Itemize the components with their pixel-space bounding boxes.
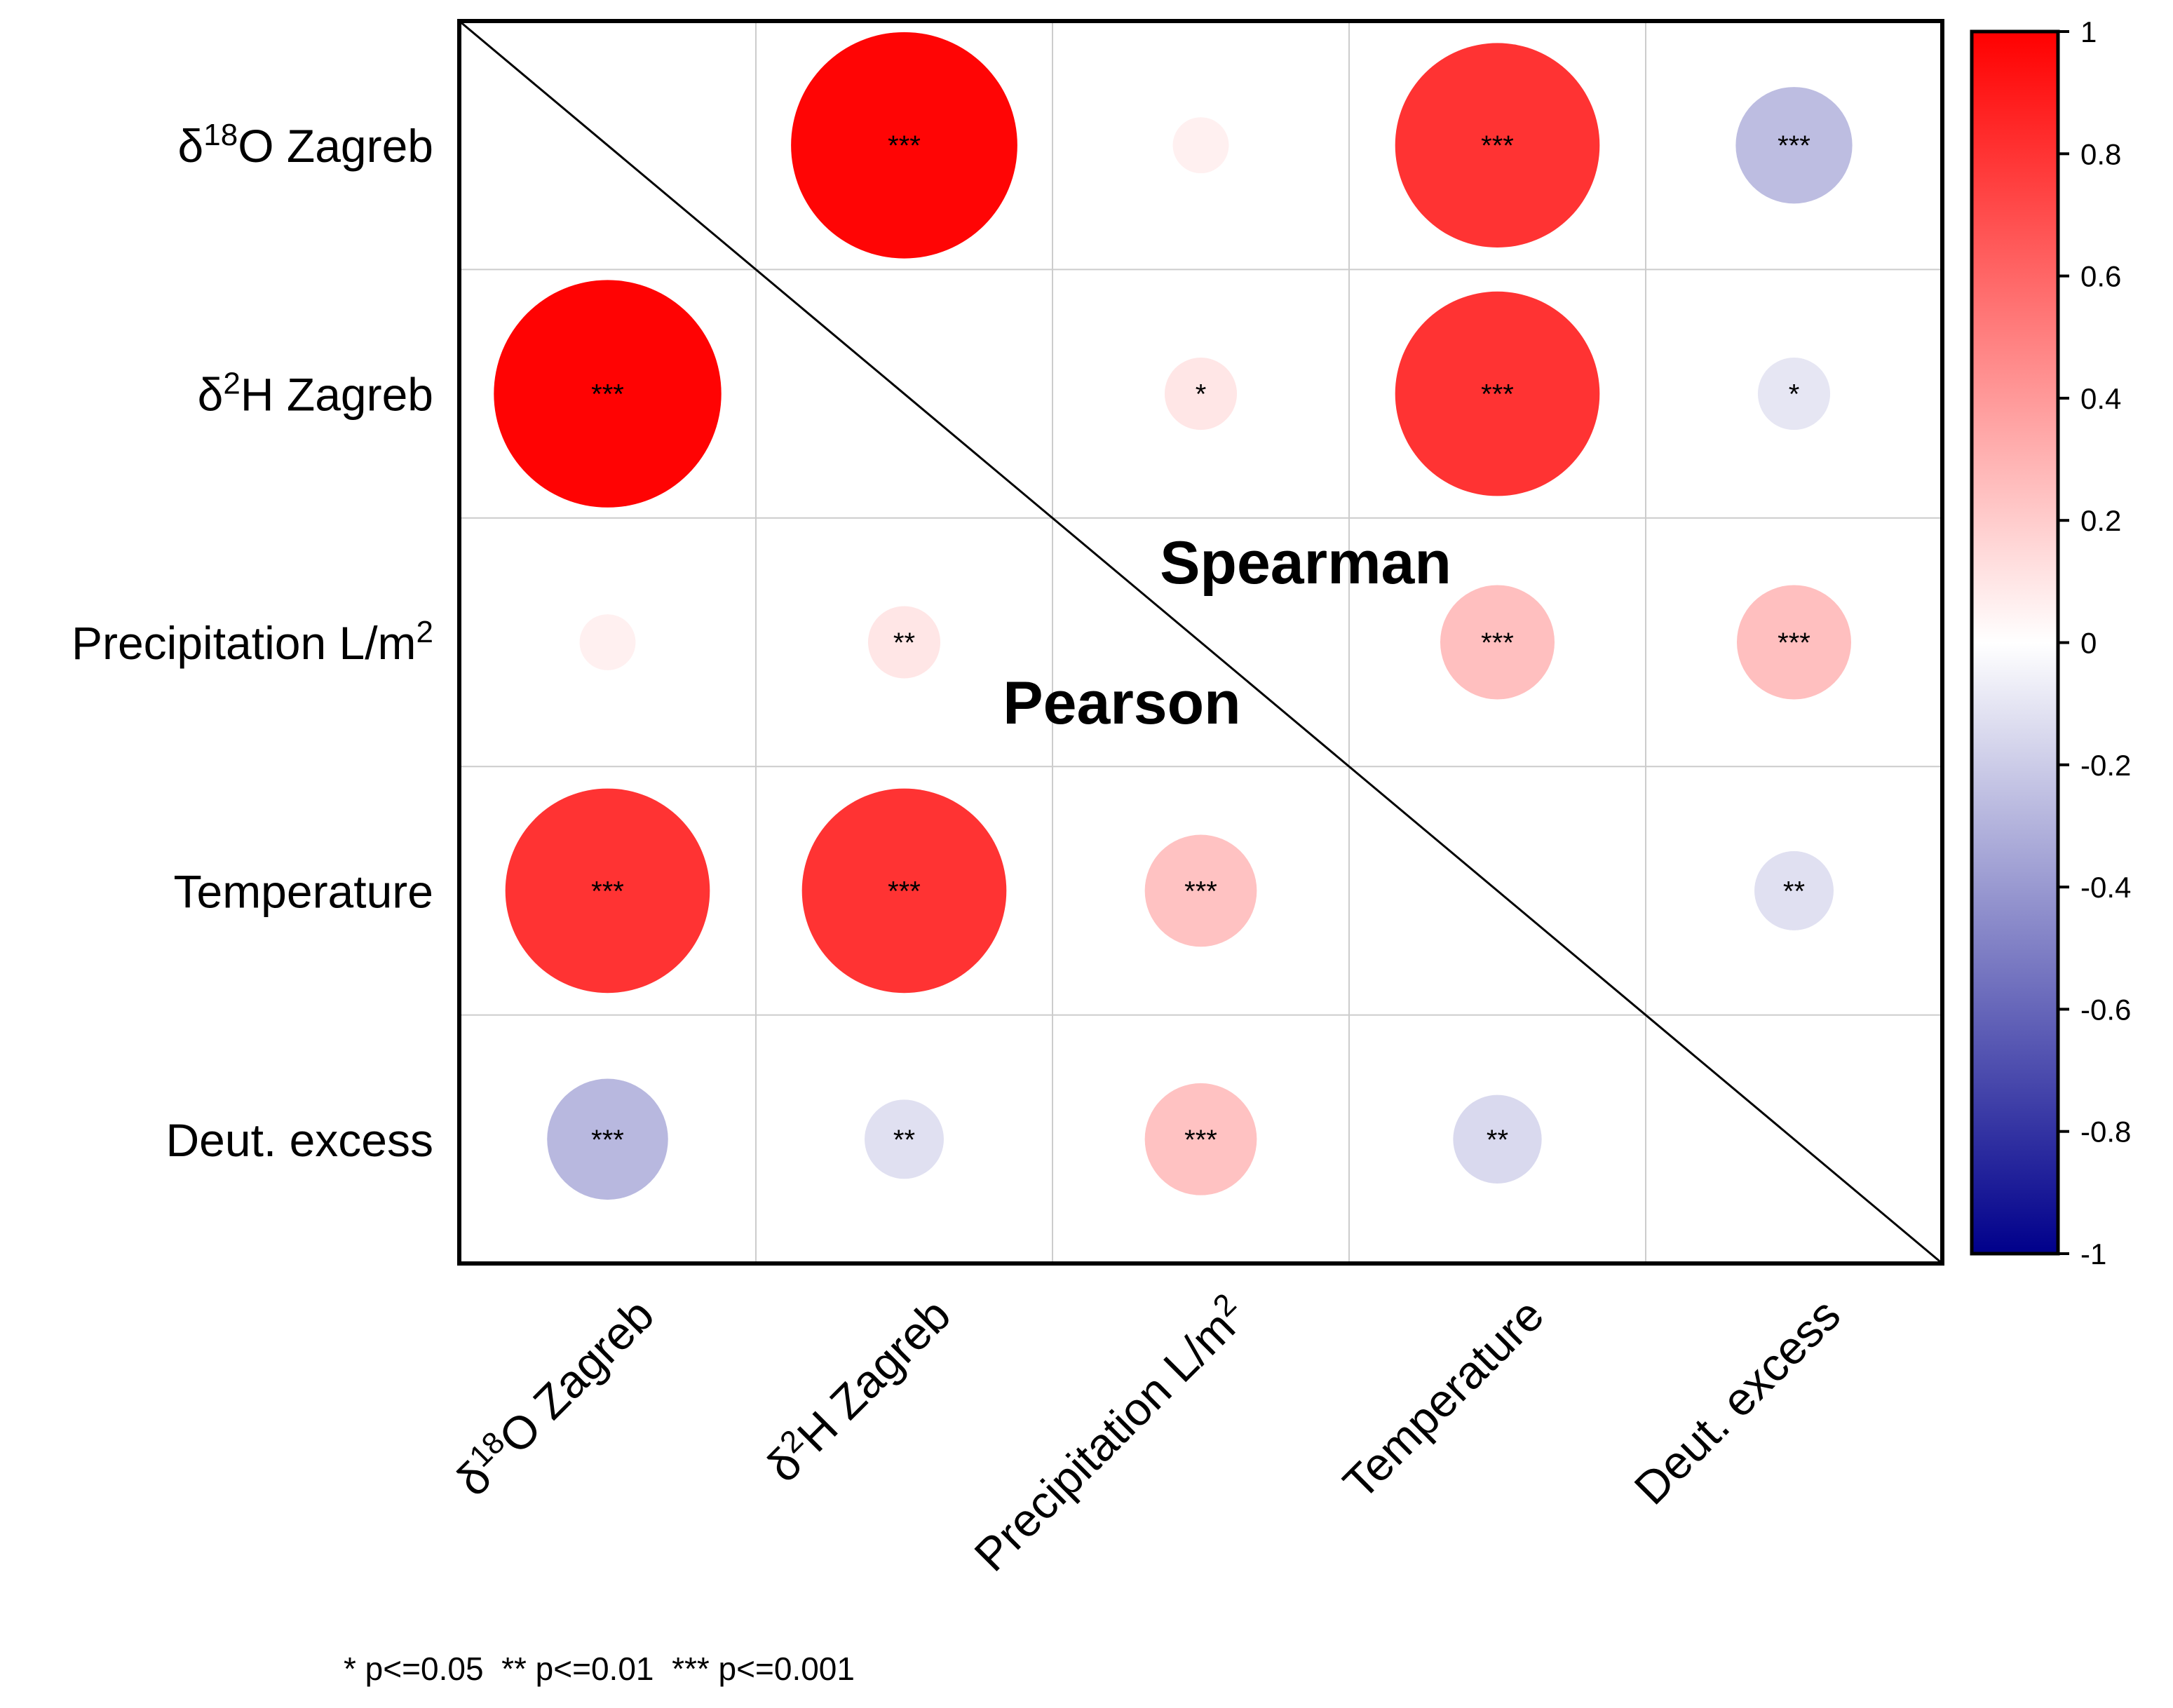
significance-marker: *** bbox=[888, 876, 921, 907]
correlation-circle bbox=[1144, 834, 1257, 947]
label-text: H Zagreb bbox=[241, 369, 433, 421]
correlation-circles: *** *** **** *** **** *********** *** *** ***** *… bbox=[494, 32, 1853, 1200]
correlation-circle bbox=[1172, 117, 1229, 174]
plot-frame bbox=[457, 19, 1944, 1266]
significance-marker: * bbox=[1196, 379, 1207, 410]
significance-note: * p<=0.05 ** p<=0.01 *** p<=0.001 bbox=[344, 1651, 855, 1687]
colorbar-tick-label: 0.8 bbox=[2080, 137, 2121, 170]
label-text: O Zagreb bbox=[238, 120, 433, 172]
significance-marker: ** bbox=[893, 1125, 915, 1155]
colorbar-tick-label: -0.2 bbox=[2080, 749, 2131, 782]
column-labels: δ18O Zagreb δ2H Zagreb Precipitation L/m2 T… bbox=[445, 1287, 1850, 1581]
correlation-circle bbox=[1164, 358, 1238, 431]
correlation-circle bbox=[547, 1078, 668, 1200]
significance-marker: *** bbox=[1481, 379, 1514, 410]
correlation-circle bbox=[505, 788, 710, 994]
label-text: Precipitation L/m bbox=[964, 1301, 1245, 1581]
row-label: Precipitation L/m2 bbox=[72, 615, 433, 670]
row-label: Temperature bbox=[173, 865, 433, 917]
correlation-circle bbox=[1736, 585, 1852, 700]
correlation-circle bbox=[1754, 850, 1834, 930]
label-text: H Zagreb bbox=[787, 1289, 961, 1462]
significance-marker: *** bbox=[591, 876, 624, 907]
label-superscript: 2 bbox=[223, 366, 240, 400]
label-text: Precipitation L/m bbox=[72, 617, 417, 669]
column-label: δ18O Zagreb bbox=[445, 1287, 664, 1506]
column-label: Precipitation L/m2 bbox=[963, 1287, 1257, 1581]
column-label: δ2H Zagreb bbox=[755, 1287, 961, 1492]
significance-marker: *** bbox=[591, 379, 624, 410]
correlation-circle bbox=[867, 606, 941, 679]
colorbar-tick-label: 0 bbox=[2080, 627, 2097, 660]
label-text: δ bbox=[178, 120, 204, 172]
significance-marker: *** bbox=[1184, 876, 1217, 907]
correlation-circle bbox=[801, 788, 1007, 994]
colorbar-tick-label: -0.4 bbox=[2080, 871, 2131, 904]
colorbar-gradient bbox=[1972, 32, 2058, 1254]
pearson-label: Pearson bbox=[1003, 670, 1240, 737]
column-label: Deut. excess bbox=[1624, 1289, 1850, 1514]
row-label: Deut. excess bbox=[166, 1114, 434, 1166]
correlation-circle bbox=[1735, 87, 1853, 204]
colorbar-tick-label: -0.8 bbox=[2080, 1116, 2131, 1148]
colorbar-tick-label: 0.2 bbox=[2080, 504, 2121, 537]
significance-marker: *** bbox=[888, 130, 921, 161]
colorbar-tick-label: -1 bbox=[2080, 1238, 2106, 1270]
label-text: Temperature bbox=[173, 865, 433, 917]
significance-marker: *** bbox=[1481, 130, 1514, 161]
row-label: δ2H Zagreb bbox=[198, 366, 433, 421]
correlation-circle bbox=[1440, 585, 1555, 700]
label-superscript: 2 bbox=[417, 615, 433, 649]
correlation-circle bbox=[1395, 291, 1600, 496]
significance-marker: *** bbox=[591, 1125, 624, 1155]
label-text: O Zagreb bbox=[489, 1289, 663, 1463]
significance-marker: *** bbox=[1778, 130, 1810, 161]
label-text: δ bbox=[198, 369, 224, 421]
correlation-circle bbox=[791, 32, 1017, 259]
label-superscript: 18 bbox=[203, 118, 238, 152]
colorbar-tick-label: -0.6 bbox=[2080, 993, 2131, 1026]
column-label: Temperature bbox=[1333, 1289, 1553, 1509]
label-text: Deut. excess bbox=[1624, 1289, 1850, 1514]
significance-marker: ** bbox=[1783, 876, 1805, 907]
correlation-circle bbox=[865, 1099, 944, 1179]
label-text: Temperature bbox=[1333, 1289, 1553, 1509]
grid-lines bbox=[459, 21, 1942, 1263]
correlation-circle bbox=[1757, 358, 1831, 431]
label-text: Deut. excess bbox=[166, 1114, 434, 1166]
significance-marker: *** bbox=[1481, 628, 1514, 658]
colorbar: 1 0.8 0.6 0.4 0.2 0 -0.2 -0.4 -0.6 -0.8 -1 bbox=[1970, 15, 2131, 1270]
colorbar-tick-label: 0.6 bbox=[2080, 260, 2121, 293]
spearman-label: Spearman bbox=[1160, 529, 1451, 597]
correlation-circle bbox=[1144, 1083, 1257, 1195]
row-label: δ18O Zagreb bbox=[178, 118, 434, 172]
colorbar-tick-label: 1 bbox=[2080, 15, 2097, 48]
significance-marker: ** bbox=[893, 628, 915, 658]
correlation-circle bbox=[1395, 43, 1600, 248]
significance-marker: ** bbox=[1487, 1125, 1508, 1155]
colorbar-tick-label: 0.4 bbox=[2080, 382, 2121, 415]
significance-marker: *** bbox=[1184, 1125, 1217, 1155]
significance-marker: *** bbox=[1778, 628, 1810, 658]
significance-marker: * bbox=[1789, 379, 1800, 410]
correlation-circle bbox=[494, 280, 722, 508]
correlation-circle bbox=[1453, 1094, 1542, 1184]
correlation-circle bbox=[579, 614, 636, 670]
diagonal-divider bbox=[459, 20, 1943, 1265]
